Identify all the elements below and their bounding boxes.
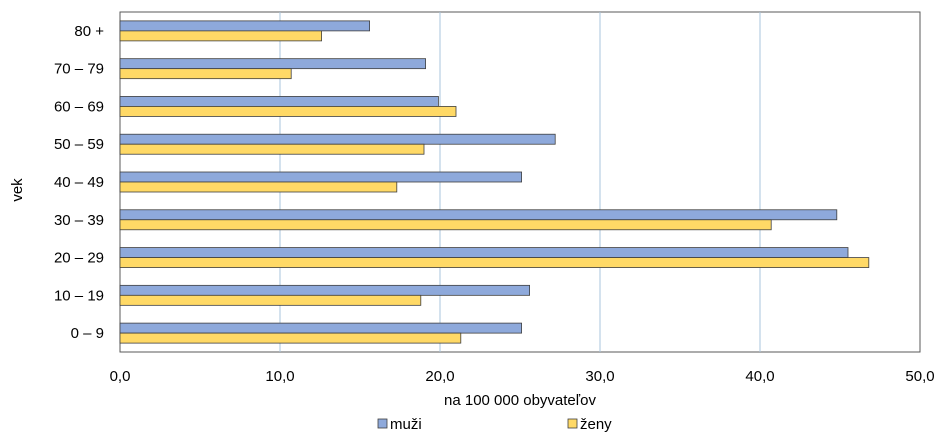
bar-zeny — [119, 143, 425, 155]
x-tick-label: 0,0 — [110, 368, 131, 385]
legend-swatch — [567, 418, 578, 429]
bar-zeny — [119, 106, 457, 117]
y-tick-label: 40 – 49 — [54, 174, 104, 191]
bar-muzi — [119, 171, 523, 183]
x-tick-label: 40,0 — [745, 368, 774, 385]
bars — [119, 20, 870, 344]
bar-muzi — [119, 209, 838, 221]
x-axis-title: na 100 000 obyvateľov — [444, 392, 596, 409]
bar-muzi — [119, 284, 531, 296]
bar-zeny — [119, 294, 422, 306]
bar-muzi — [119, 58, 427, 70]
y-tick-label: 10 – 19 — [54, 287, 104, 304]
x-tick-label: 10,0 — [265, 368, 294, 385]
x-tick-label: 30,0 — [585, 368, 614, 385]
y-tick-label: 20 – 29 — [54, 250, 104, 267]
bar-zeny — [119, 332, 462, 344]
y-tick-label: 50 – 59 — [54, 136, 104, 153]
bar-muzi — [119, 133, 556, 145]
y-tick-label: 70 – 79 — [54, 61, 104, 78]
x-tick-label: 20,0 — [425, 368, 454, 385]
bar-muzi — [119, 96, 439, 107]
legend-swatch — [377, 418, 388, 429]
x-tick-labels: 0,0 10,0 20,0 30,0 40,0 50,0 — [110, 368, 935, 385]
bar-zeny — [119, 68, 292, 80]
x-tick-label: 50,0 — [905, 368, 934, 385]
y-tick-label: 0 – 9 — [71, 325, 104, 342]
bar-zeny — [119, 257, 870, 268]
bar-muzi — [119, 247, 849, 258]
legend-label: ženy — [580, 416, 612, 433]
bar-zeny — [119, 181, 398, 193]
y-tick-label: 80 + — [74, 23, 104, 40]
bar-muzi — [119, 20, 371, 32]
bar-zeny — [119, 30, 323, 42]
y-tick-label: 60 – 69 — [54, 98, 104, 115]
y-axis-title: vek — [9, 178, 26, 202]
legend: muži ženy — [377, 416, 612, 433]
y-tick-labels: 80 + 70 – 79 60 – 69 50 – 59 40 – 49 30 – 39 2… — [54, 23, 104, 342]
legend-label: muži — [390, 416, 422, 433]
y-tick-label: 30 – 39 — [54, 212, 104, 229]
bar-zeny — [119, 219, 772, 231]
bar-muzi — [119, 322, 523, 334]
